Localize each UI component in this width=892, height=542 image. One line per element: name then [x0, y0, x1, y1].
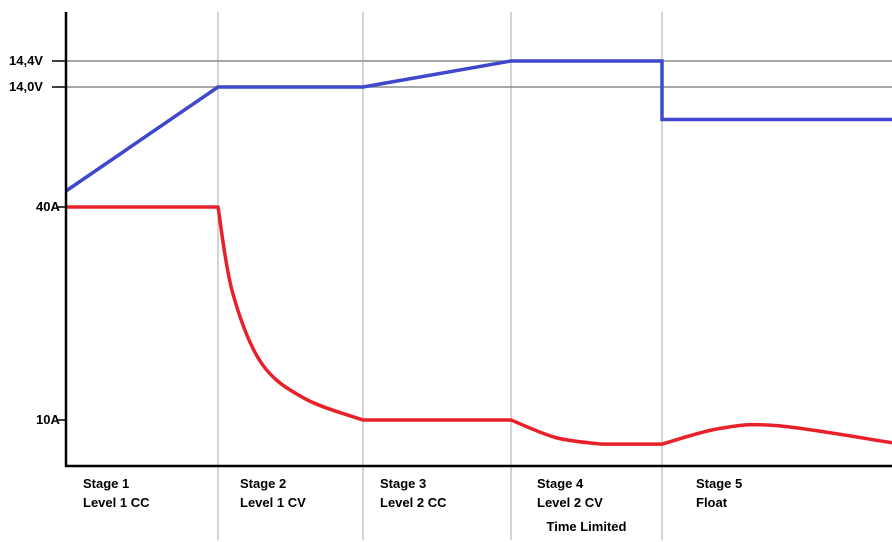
- current-series-line: [66, 205, 892, 446]
- grid-layer: [66, 12, 892, 540]
- series-layer: [65, 59, 892, 446]
- voltage-level-label-0: 14,4V: [9, 53, 43, 68]
- stage-note-4: Time Limited: [547, 519, 627, 534]
- current-level-label-1: 10A: [36, 412, 60, 427]
- axes-layer: [52, 12, 892, 468]
- stage-name-1: Stage 1: [83, 476, 129, 491]
- stage-mode-3: Level 2 CC: [380, 495, 447, 510]
- current-level-label-0: 40A: [36, 199, 60, 214]
- stage-mode-4: Level 2 CV: [537, 495, 603, 510]
- stage-mode-5: Float: [696, 495, 728, 510]
- stage-name-5: Stage 5: [696, 476, 742, 491]
- stage-name-4: Stage 4: [537, 476, 584, 491]
- voltage-level-label-1: 14,0V: [9, 79, 43, 94]
- stage-name-3: Stage 3: [380, 476, 426, 491]
- stage-mode-1: Level 1 CC: [83, 495, 150, 510]
- stage-mode-2: Level 1 CV: [240, 495, 306, 510]
- stage-name-2: Stage 2: [240, 476, 286, 491]
- labels-layer: 14,4V 14,0V 40A 10A Stage 1 Level 1 CC Stage 2…: [9, 53, 742, 534]
- voltage-series-line: [65, 59, 892, 193]
